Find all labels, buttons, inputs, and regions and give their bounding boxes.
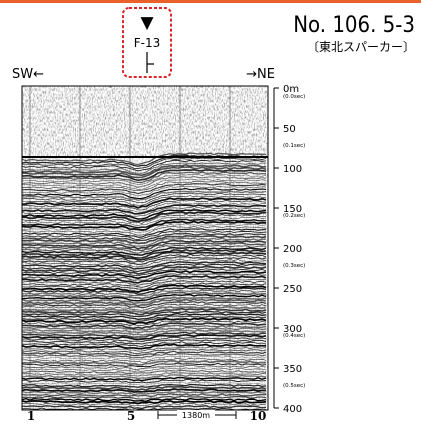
- tick-label: 250: [283, 284, 302, 295]
- time-label: (0.0sec): [283, 94, 305, 100]
- direction-right: →NE: [246, 67, 275, 82]
- tick-label: 200: [283, 244, 302, 255]
- direction-left: SW←: [12, 67, 44, 82]
- depth-axis: 0m 50 100 150 200 250 300 350 400 (0.0sec) (0.1sec…: [273, 84, 305, 415]
- station-label: 5: [127, 409, 135, 422]
- station-label: 10: [250, 409, 267, 422]
- marker-label: F-13: [134, 36, 161, 50]
- tick-label: 150: [283, 204, 302, 215]
- marker-tick: [146, 52, 154, 73]
- time-label: (0.5sec): [283, 383, 305, 389]
- time-label: (0.1sec): [283, 143, 305, 149]
- time-label: (0.3sec): [283, 263, 305, 269]
- tick-label: 300: [283, 324, 302, 335]
- time-label: (0.2sec): [283, 213, 305, 219]
- tick-label: 100: [283, 164, 302, 175]
- station-label: 1: [27, 409, 35, 422]
- section-frame: [21, 85, 269, 411]
- marker-symbol: ▼: [140, 13, 154, 33]
- station-axis: 1 5 10 1380m: [27, 409, 267, 423]
- marker-box: [122, 7, 172, 78]
- tick-label: 50: [283, 124, 296, 135]
- scale-label: 1380m: [182, 411, 210, 420]
- title: No. 106. 5-3: [293, 13, 415, 38]
- tick-label: 350: [283, 364, 302, 375]
- seismic-section: [22, 86, 268, 410]
- subtitle: 〔東北スパーカー〕: [307, 40, 415, 54]
- time-label: (0.4sec): [283, 333, 305, 339]
- tick-label: 0m: [283, 84, 299, 95]
- tick-label: 400: [283, 404, 302, 415]
